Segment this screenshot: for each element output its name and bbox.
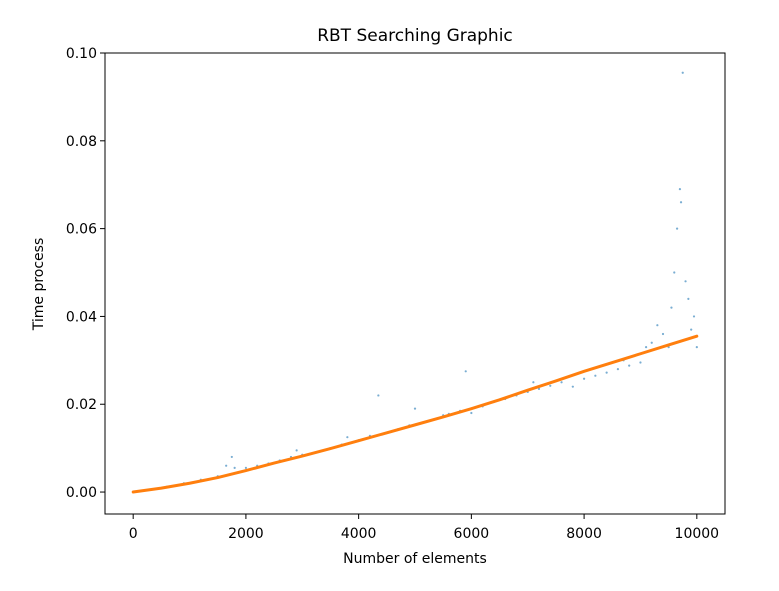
y-tick-label: 0.04 (66, 309, 97, 325)
scatter-point (537, 387, 541, 390)
scatter-point (230, 455, 233, 459)
y-tick-label: 0.08 (66, 134, 97, 150)
scatter-point (571, 385, 574, 388)
x-tick-label: 0 (129, 526, 138, 542)
scatter-point (656, 324, 659, 327)
x-tick-label: 4000 (341, 526, 377, 542)
scatter-point (605, 371, 608, 374)
y-tick-label: 0.00 (66, 485, 97, 501)
scatter-point (295, 449, 298, 452)
scatter-point (650, 341, 653, 344)
scatter-point (616, 368, 620, 371)
scatter-point (233, 466, 236, 469)
scatter-point (695, 346, 698, 349)
scatter-point (413, 407, 417, 410)
x-axis-label: Number of elements (343, 551, 487, 567)
scatter-point (670, 306, 673, 309)
chart-title: RBT Searching Graphic (317, 26, 513, 46)
scatter-point (687, 297, 690, 300)
scatter-point (675, 227, 679, 230)
plot-area (104, 52, 726, 515)
scatter-point (582, 377, 586, 380)
scatter-point (464, 370, 467, 373)
scatter-point (673, 271, 676, 274)
fit-line-path (131, 334, 699, 494)
y-tick-label: 0.10 (66, 46, 97, 62)
scatter-point (532, 381, 535, 384)
x-tick-label: 2000 (228, 526, 264, 542)
scatter-point (639, 361, 642, 364)
x-tick-label: 8000 (566, 526, 602, 542)
scatter-point (679, 201, 683, 204)
scatter-point (692, 315, 696, 318)
scatter-point (244, 466, 248, 469)
scatter-points (132, 71, 698, 494)
y-axis: 0.00 0.02 0.04 0.06 0.08 0.10 (66, 46, 105, 501)
scatter-point (377, 394, 380, 397)
x-axis: 0 2000 4000 6000 8000 10000 (129, 514, 719, 542)
x-tick-label: 6000 (454, 526, 490, 542)
scatter-point (644, 346, 648, 349)
scatter-point (594, 374, 597, 377)
y-tick-label: 0.02 (66, 397, 97, 413)
scatter-point (225, 464, 228, 467)
scatter-point (690, 328, 693, 331)
scatter-point (681, 71, 684, 74)
scatter-point (470, 411, 473, 415)
x-tick-label: 10000 (675, 526, 720, 542)
scatter-point (549, 384, 552, 387)
fit-line (131, 334, 699, 494)
scatter-point (346, 436, 349, 439)
scatter-point (678, 188, 682, 191)
scatter-point (560, 381, 563, 384)
y-axis-label: Time process (31, 238, 47, 332)
scatter-point (684, 280, 687, 283)
scatter-point (628, 364, 631, 367)
scatter-point (661, 332, 665, 336)
y-tick-label: 0.06 (66, 222, 97, 238)
